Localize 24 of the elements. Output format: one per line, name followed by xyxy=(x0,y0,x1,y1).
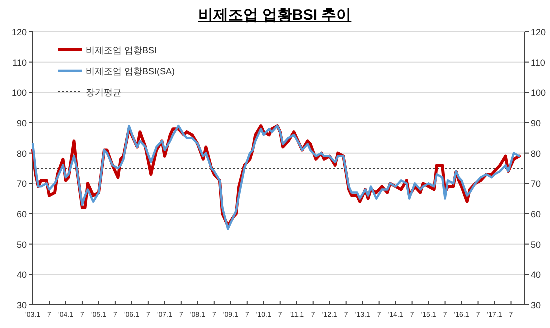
y-tick-label: 30 xyxy=(16,300,27,310)
y-tick-label: 60 xyxy=(16,210,27,220)
chart-title: 비제조업 업황BSI 추이 xyxy=(198,7,352,24)
y2-tick-label: 110 xyxy=(531,58,546,68)
y-tick-label: 80 xyxy=(16,148,27,159)
y2-tick-label: 60 xyxy=(531,210,542,220)
y-tick-label: 90 xyxy=(16,118,27,128)
y2-tick-label: 50 xyxy=(531,240,542,250)
legend-label: 비제조업 업황BSI xyxy=(86,46,158,56)
y2-tick-label: 40 xyxy=(531,270,542,280)
y-tick-label: 120 xyxy=(12,28,27,38)
y2-tick-label: 100 xyxy=(531,88,546,98)
y-tick-label: 40 xyxy=(16,270,27,280)
y-tick-label: 70 xyxy=(16,179,27,190)
y2-tick-label: 120 xyxy=(531,28,546,38)
y-tick-label: 50 xyxy=(16,240,27,250)
y-tick-label: 110 xyxy=(12,58,27,68)
y2-tick-label: 90 xyxy=(531,118,542,128)
y-tick-label: 100 xyxy=(12,88,27,98)
y2-tick-label: 70 xyxy=(531,179,542,190)
legend-label: 장기평균 xyxy=(86,88,122,98)
y2-tick-label: 80 xyxy=(531,148,542,159)
y2-tick-label: 30 xyxy=(531,300,542,310)
legend-label: 비제조업 업황BSI(SA) xyxy=(86,66,176,76)
